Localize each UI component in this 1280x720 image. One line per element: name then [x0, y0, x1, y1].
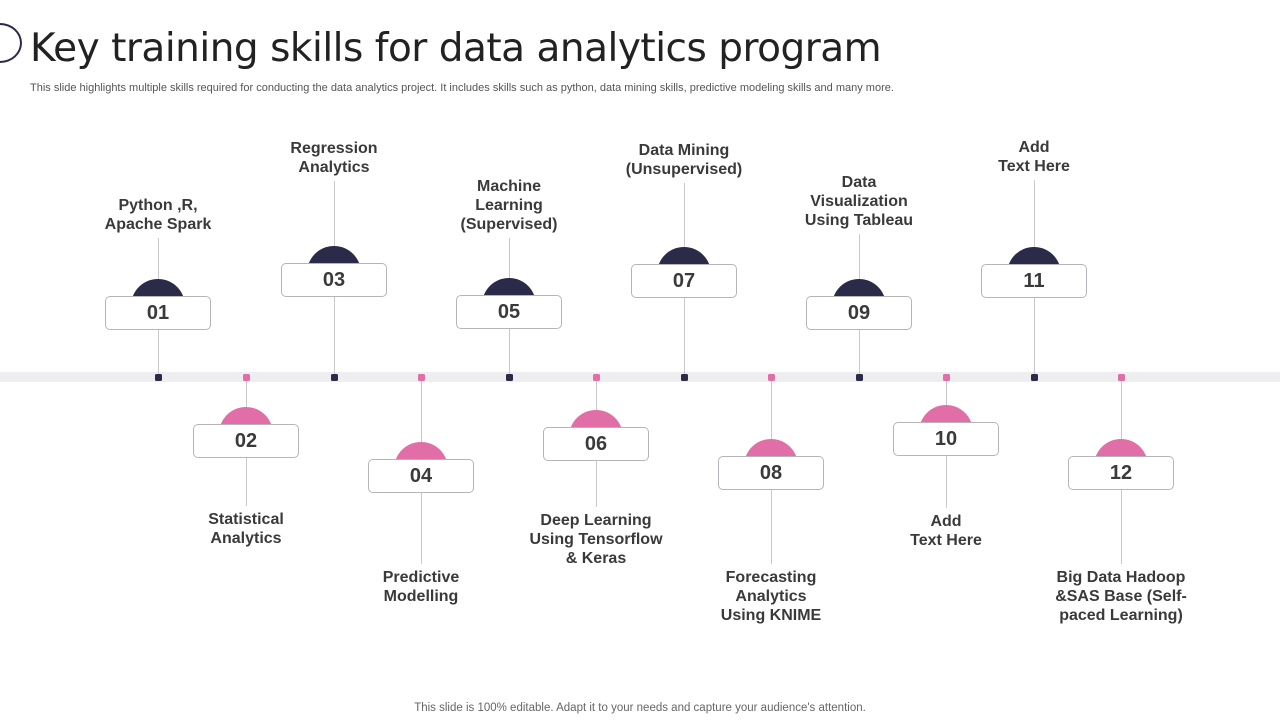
connector-line-03 [334, 181, 335, 263]
axis-marker-11 [1031, 374, 1038, 381]
axis-marker-12 [1118, 374, 1125, 381]
step-label-12: Big Data Hadoop &SAS Base (Self- paced L… [1055, 569, 1187, 624]
step-number-box-10: 10 [893, 422, 999, 456]
connector-line-04 [421, 493, 422, 564]
connector-line-07 [684, 183, 685, 264]
step-label-01: Python ,R, Apache Spark [104, 197, 212, 233]
step-number-box-07: 07 [631, 264, 737, 298]
step-label-06: Deep Learning Using Tensorflow & Keras [529, 512, 663, 567]
step-number-box-08: 08 [718, 456, 824, 490]
axis-marker-09 [856, 374, 863, 381]
connector-line-axis-07 [684, 298, 685, 377]
corner-circle-decoration [0, 23, 22, 63]
axis-marker-02 [243, 374, 250, 381]
axis-marker-06 [593, 374, 600, 381]
step-label-04: Predictive Modelling [382, 569, 460, 605]
connector-line-axis-08 [771, 377, 772, 456]
step-number-box-03: 03 [281, 263, 387, 297]
page-title: Key training skills for data analytics p… [30, 26, 882, 71]
page-subtitle: This slide highlights multiple skills re… [30, 82, 894, 94]
connector-line-axis-06 [596, 377, 597, 427]
connector-line-axis-10 [946, 377, 947, 422]
axis-marker-04 [418, 374, 425, 381]
step-label-09: Data Visualization Using Tableau [804, 174, 914, 229]
connector-line-10 [946, 456, 947, 508]
step-number-box-02: 02 [193, 424, 299, 458]
connector-line-axis-11 [1034, 298, 1035, 377]
step-number-box-05: 05 [456, 295, 562, 329]
step-label-03: Regression Analytics [290, 140, 378, 176]
axis-marker-03 [331, 374, 338, 381]
step-label-02: Statistical Analytics [208, 511, 284, 547]
step-number-box-04: 04 [368, 459, 474, 493]
step-number-box-11: 11 [981, 264, 1087, 298]
connector-line-axis-02 [246, 377, 247, 424]
timeline-axis [0, 372, 1280, 382]
step-label-08: Forecasting Analytics Using KNIME [720, 569, 822, 624]
axis-marker-10 [943, 374, 950, 381]
axis-marker-01 [155, 374, 162, 381]
axis-marker-08 [768, 374, 775, 381]
connector-line-axis-09 [859, 330, 860, 377]
connector-line-06 [596, 461, 597, 507]
connector-line-12 [1121, 490, 1122, 564]
connector-line-axis-03 [334, 297, 335, 377]
connector-line-02 [246, 458, 247, 506]
connector-line-09 [859, 234, 860, 296]
footer-note: This slide is 100% editable. Adapt it to… [414, 702, 866, 714]
step-label-10: Add Text Here [910, 513, 982, 549]
connector-line-01 [158, 238, 159, 296]
step-number-box-06: 06 [543, 427, 649, 461]
step-number-box-01: 01 [105, 296, 211, 330]
connector-line-11 [1034, 180, 1035, 264]
axis-marker-05 [506, 374, 513, 381]
connector-line-axis-05 [509, 329, 510, 377]
step-number-box-09: 09 [806, 296, 912, 330]
step-label-05: Machine Learning (Supervised) [460, 178, 558, 233]
step-number-box-12: 12 [1068, 456, 1174, 490]
connector-line-08 [771, 490, 772, 564]
axis-marker-07 [681, 374, 688, 381]
connector-line-axis-12 [1121, 377, 1122, 456]
connector-line-axis-01 [158, 330, 159, 377]
step-label-07: Data Mining (Unsupervised) [625, 142, 743, 178]
step-label-11: Add Text Here [998, 139, 1070, 175]
connector-line-05 [509, 238, 510, 295]
connector-line-axis-04 [421, 377, 422, 459]
